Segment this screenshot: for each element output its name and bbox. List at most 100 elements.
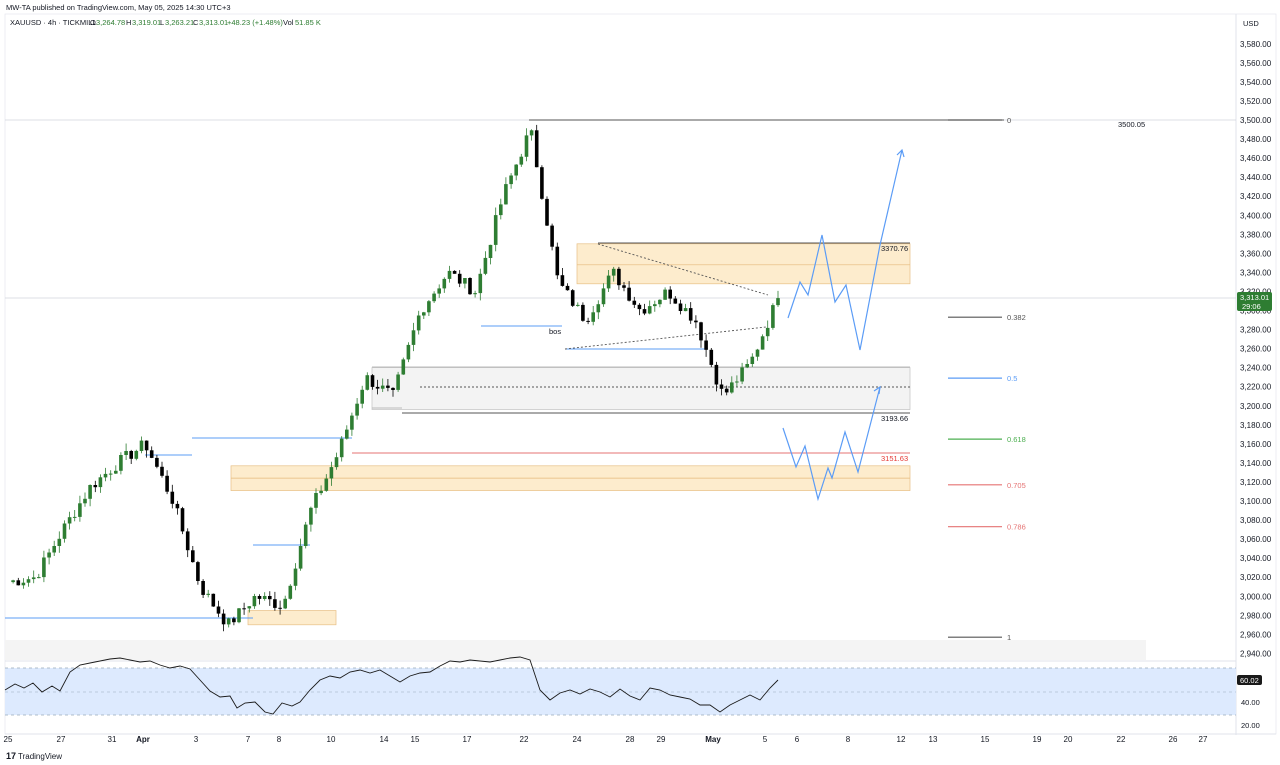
price-tick-label: 3,320.00 [1240, 287, 1272, 296]
date-tick-label: 27 [1199, 735, 1208, 744]
candle-down [694, 320, 698, 323]
time-axis[interactable]: 25 27 31 Apr 3 7 8 10 14 15 17 22 24 28 29 May 5 6 8 12 13 15… [4, 735, 1208, 744]
price-tick-label: 3,560.00 [1240, 59, 1272, 68]
candle-up [683, 308, 688, 312]
candle-up [473, 293, 477, 295]
price-tick-label: 3,280.00 [1240, 326, 1272, 335]
candle-up [483, 257, 488, 274]
date-tick-label: 31 [108, 735, 117, 744]
fib-level-label: 1 [1007, 633, 1011, 642]
candle-up [765, 327, 770, 337]
symbol-label[interactable]: XAUUSD · 4h · TICKMILL [10, 18, 97, 27]
candle-down [175, 503, 180, 509]
candle-up [52, 546, 56, 553]
price-tick-label: 3,360.00 [1240, 249, 1272, 258]
demand-zone [371, 367, 911, 410]
candle-up [416, 315, 421, 331]
rsi-value: 60.02 [1240, 676, 1259, 685]
price-tick-label: 3,440.00 [1240, 173, 1272, 182]
date-tick-label: 17 [463, 735, 472, 744]
change-value: +48.23 (+1.48%) [227, 18, 283, 27]
candle-up [735, 381, 739, 383]
price-tick-label: 3,580.00 [1240, 40, 1272, 49]
candle-up [303, 524, 308, 546]
date-tick-label: 24 [573, 735, 582, 744]
tradingview-logo-mark: 17 [6, 751, 16, 761]
candle-up [103, 473, 108, 478]
tradingview-logo[interactable]: 17 TradingView [6, 751, 62, 761]
price-tick-label: 2,980.00 [1240, 611, 1272, 620]
candle-up [658, 299, 662, 305]
price-tick-label: 3,380.00 [1240, 230, 1272, 239]
candle-down [709, 349, 714, 365]
candle-down [627, 287, 631, 301]
candle-down [93, 485, 98, 488]
price-axis[interactable]: 2,940.00 2,960.00 2,980.00 3,000.00 3,020.00… [1240, 40, 1272, 659]
date-tick-label: 7 [246, 735, 251, 744]
date-tick-label: 10 [327, 735, 336, 744]
tradingview-brand: TradingView [18, 752, 62, 761]
date-tick-label: 27 [57, 735, 66, 744]
price-tick-label: 3,220.00 [1240, 383, 1272, 392]
candle-up [606, 275, 611, 289]
open-key: O [90, 18, 96, 27]
price-tick-label: 3,200.00 [1240, 402, 1272, 411]
price-tick-label: 2,940.00 [1240, 649, 1272, 658]
date-tick-label: 25 [4, 735, 13, 744]
candle-down [540, 167, 544, 199]
chart-frame [4, 13, 1277, 735]
candle-down [268, 596, 272, 600]
fibonacci-layer: 0 0.382 0.5 0.618 0.705 0.786 1 [948, 116, 1026, 642]
candle-up [288, 585, 293, 599]
volume-value: 51.85 K [295, 18, 321, 27]
candle-up [601, 288, 606, 305]
candle-down [16, 580, 21, 586]
candle-up [488, 244, 493, 258]
triangle-lower [564, 326, 767, 350]
price-tick-label: 3,520.00 [1240, 97, 1272, 106]
candle-down [622, 285, 626, 288]
candle-up [427, 301, 431, 313]
candle-down [242, 608, 246, 610]
candle-up [31, 577, 36, 580]
candle-down [375, 386, 380, 389]
candle-up [663, 289, 667, 300]
last-price-value: 3,313.01 [1240, 293, 1269, 302]
candle-up [647, 306, 652, 314]
high-value: 3,319.01 [132, 18, 161, 27]
price-tick-label: 3,120.00 [1240, 478, 1272, 487]
candle-down [560, 275, 565, 286]
candle-up [524, 135, 529, 157]
candle-up [406, 344, 411, 360]
candle-down [642, 309, 647, 314]
candle-up [124, 451, 128, 455]
candle-up [319, 490, 323, 494]
published-by-text: MW-TA published on TradingView.com, May … [6, 3, 231, 12]
candle-down [668, 289, 672, 299]
price-tick-label: 3,000.00 [1240, 592, 1272, 601]
candle-up [67, 517, 72, 524]
demand-zone [247, 610, 337, 626]
annotation-3500: 3500.05 [1118, 120, 1145, 129]
candle-up [42, 557, 46, 578]
candle-down [637, 304, 642, 310]
candle-up [504, 184, 508, 205]
rsi-band [5, 668, 1236, 715]
candle-up [750, 356, 755, 364]
high-key: H [126, 18, 131, 27]
ohlc-readout: O 3,264.78 H 3,319.01 L 3,263.21 C 3,313… [90, 18, 321, 27]
candle-up [529, 130, 534, 136]
candle-down [699, 322, 703, 341]
rsi-tick-40: 40.00 [1241, 698, 1260, 707]
candle-down [196, 562, 200, 581]
candle-up [478, 273, 483, 294]
candle-up [396, 374, 400, 390]
date-tick-label: 29 [657, 735, 666, 744]
candle-down [724, 388, 729, 393]
date-tick-label: 26 [1169, 735, 1178, 744]
candle-down [273, 599, 277, 608]
candle-down [386, 385, 390, 388]
candle-up [283, 598, 287, 609]
annotation-3151: 3151.63 [881, 454, 908, 463]
